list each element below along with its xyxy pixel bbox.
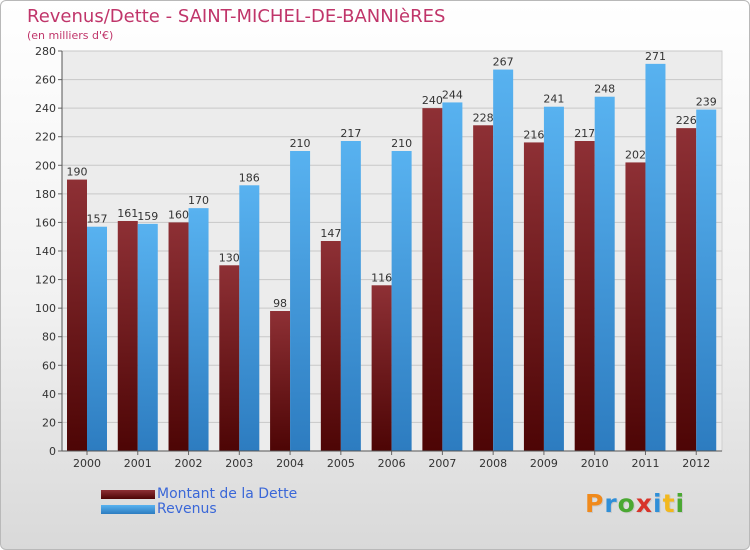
data-label-dette: 98: [273, 297, 287, 310]
bar-dette-2002: [168, 222, 189, 451]
y-tick-label: 120: [35, 274, 56, 287]
data-label-dette: 216: [523, 128, 544, 141]
bar-revenus-2012: [696, 109, 717, 452]
legend-label-debt: Montant de la Dette: [157, 486, 298, 502]
data-label-dette: 226: [676, 114, 697, 127]
proxiti-logo: Proxiti: [585, 489, 685, 518]
bar-revenus-2011: [645, 63, 666, 451]
data-label-revenus: 210: [391, 137, 412, 150]
bar-revenus-2005: [340, 141, 361, 451]
bar-dette-2007: [422, 108, 443, 452]
data-label-dette: 147: [320, 227, 341, 240]
logo-letter: x: [635, 489, 653, 518]
bar-dette-2001: [117, 221, 138, 451]
x-tick-label: 2001: [124, 457, 152, 470]
x-tick-label: 2006: [378, 457, 406, 470]
x-tick-label: 2010: [581, 457, 609, 470]
data-label-dette: 217: [574, 127, 595, 140]
data-label-dette: 228: [473, 111, 494, 124]
x-tick-label: 2012: [682, 457, 710, 470]
chart-title: Revenus/Dette - SAINT-MICHEL-DE-BANNIèRE…: [27, 6, 446, 27]
legend-swatch-debt: [101, 490, 155, 499]
y-tick-label: 140: [35, 245, 56, 258]
data-label-revenus: 170: [188, 194, 209, 207]
logo-letter: i: [675, 489, 686, 518]
data-label-revenus: 210: [290, 137, 311, 150]
y-tick-label: 20: [42, 416, 56, 429]
bar-revenus-2008: [493, 69, 514, 452]
bar-revenus-2010: [594, 96, 615, 451]
data-label-dette: 161: [117, 207, 138, 220]
y-tick-label: 100: [35, 302, 56, 315]
data-label-dette: 160: [168, 208, 189, 221]
x-tick-label: 2002: [175, 457, 203, 470]
bar-revenus-2003: [239, 185, 260, 452]
y-tick-label: 80: [42, 331, 56, 344]
data-label-revenus: 267: [493, 56, 514, 69]
y-tick-label: 160: [35, 216, 56, 229]
bar-revenus-2000: [87, 226, 107, 451]
data-label-revenus: 271: [645, 50, 666, 63]
x-tick-label: 2005: [327, 457, 355, 470]
y-tick-label: 240: [35, 102, 56, 115]
legend-swatch-revenus: [101, 505, 155, 514]
x-tick-label: 2009: [530, 457, 558, 470]
data-label-dette: 190: [67, 166, 88, 179]
data-label-revenus: 248: [594, 83, 615, 96]
data-label-revenus: 217: [340, 127, 361, 140]
logo-letter: t: [662, 489, 676, 518]
bar-dette-2004: [270, 311, 291, 451]
y-tick-label: 60: [42, 359, 56, 372]
y-tick-label: 200: [35, 159, 56, 172]
bar-revenus-2004: [290, 151, 311, 451]
y-tick-label: 220: [35, 131, 56, 144]
data-label-revenus: 159: [137, 210, 158, 223]
x-tick-label: 2011: [631, 457, 659, 470]
bar-dette-2008: [473, 125, 494, 452]
data-label-revenus: 157: [87, 213, 108, 226]
bar-dette-2009: [523, 142, 544, 451]
x-tick-label: 2000: [73, 457, 101, 470]
data-label-dette: 130: [219, 251, 240, 264]
data-label-revenus: 239: [696, 96, 717, 109]
bar-dette-2010: [574, 141, 595, 451]
bar-revenus-2006: [391, 151, 412, 451]
y-tick-label: 40: [42, 388, 56, 401]
x-tick-label: 2004: [276, 457, 304, 470]
bar-dette-2005: [320, 241, 341, 451]
legend-label-revenus: Revenus: [157, 501, 217, 517]
bar-revenus-2007: [442, 102, 463, 451]
logo-letter: o: [617, 489, 636, 518]
bar-dette-2012: [676, 128, 697, 451]
x-tick-label: 2008: [479, 457, 507, 470]
logo-letter: r: [604, 489, 618, 518]
y-tick-label: 260: [35, 74, 56, 87]
bar-revenus-2002: [188, 208, 209, 451]
data-label-revenus: 186: [239, 171, 260, 184]
bar-dette-2006: [371, 285, 392, 451]
data-label-dette: 202: [625, 148, 646, 161]
bar-dette-2011: [625, 162, 646, 451]
data-label-revenus: 244: [442, 88, 463, 101]
bar-revenus-2009: [543, 106, 564, 451]
y-tick-label: 0: [49, 445, 56, 458]
data-label-dette: 116: [371, 271, 392, 284]
data-label-revenus: 241: [543, 93, 564, 106]
logo-letter: i: [653, 489, 663, 518]
x-tick-label: 2003: [225, 457, 253, 470]
data-label-dette: 240: [422, 94, 443, 107]
y-tick-label: 180: [35, 188, 56, 201]
y-tick-label: 280: [35, 45, 56, 58]
x-tick-label: 2007: [428, 457, 456, 470]
chart-subtitle: (en milliers d'€): [27, 29, 114, 42]
bar-revenus-2001: [137, 223, 158, 451]
logo-letter: P: [585, 489, 605, 518]
bar-dette-2003: [219, 265, 240, 451]
bar-dette-2000: [67, 179, 87, 452]
